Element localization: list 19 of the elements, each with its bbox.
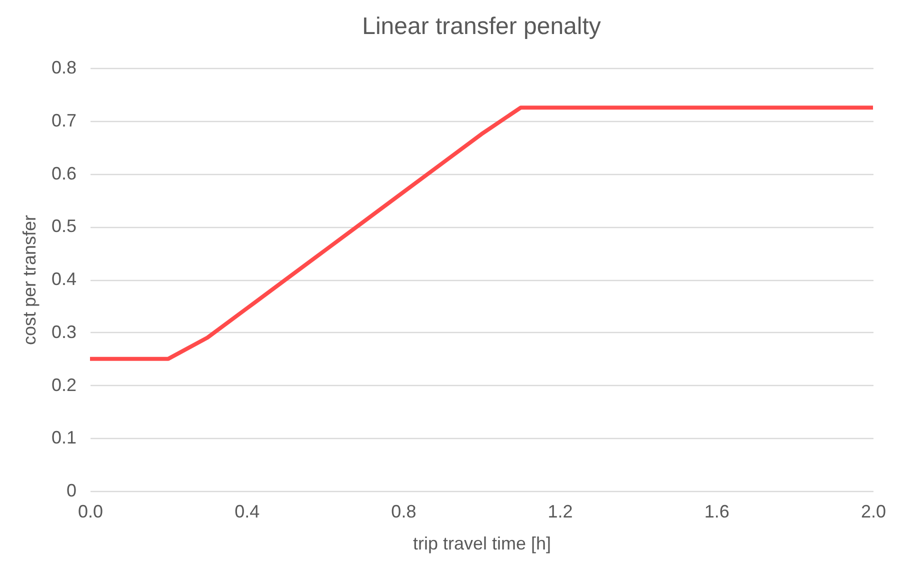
line-series (88, 106, 875, 361)
x-tick-label: 0.4 (234, 502, 260, 522)
y-tick-label: 0 (66, 480, 76, 500)
y-tick-label: 0.3 (51, 322, 76, 342)
y-axis-title: cost per transfer (19, 214, 40, 346)
y-tick-label: 0.6 (51, 163, 76, 184)
y-tick-label: 0.7 (51, 110, 76, 130)
x-tick-label: 0.0 (78, 502, 104, 522)
x-tick-label: 1.6 (704, 502, 730, 522)
y-tick-label: 0.4 (51, 269, 76, 289)
y-tick-label: 0.8 (51, 58, 76, 78)
x-tick-label: 1.2 (548, 502, 573, 522)
y-tick-label: 0.1 (51, 428, 76, 448)
x-axis-title: trip travel time [h] (412, 534, 552, 554)
x-tick-label: 2.0 (860, 502, 886, 522)
y-tick-label: 0.5 (51, 216, 76, 236)
x-tick-label: 0.8 (391, 502, 416, 522)
chart-title: Linear transfer penalty (362, 13, 601, 40)
y-tick-label: 0.2 (51, 374, 76, 395)
